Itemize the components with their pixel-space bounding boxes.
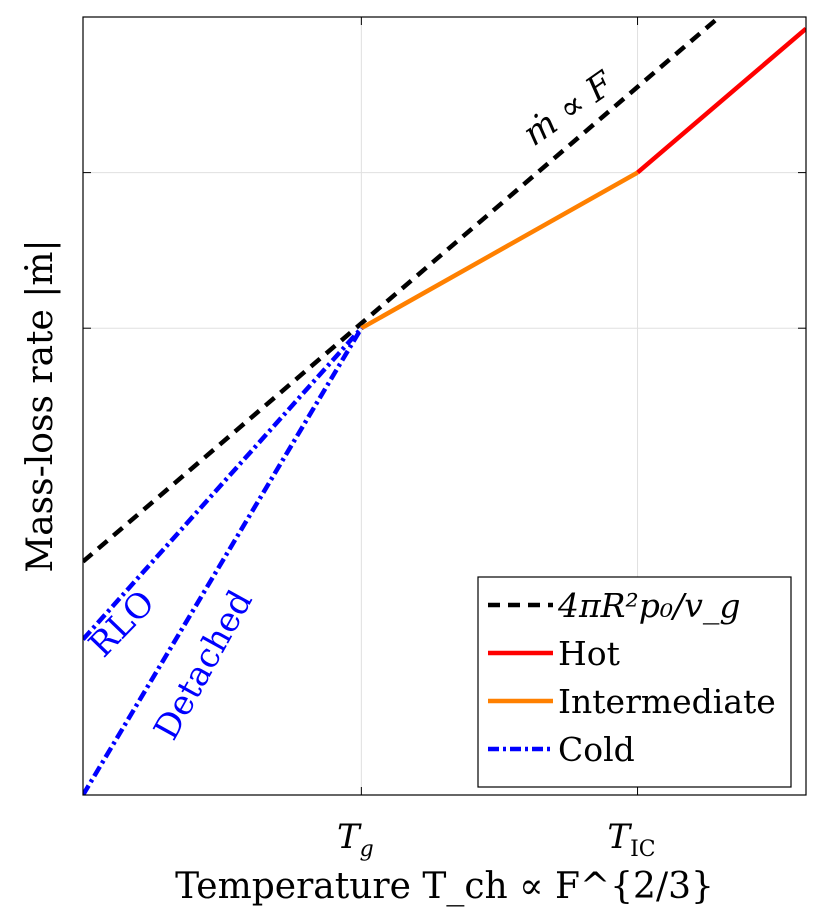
legend-label-3: Cold (558, 730, 635, 769)
x-axis-label: Temperature T_ch ∝ F^{2/3} (175, 866, 714, 907)
legend-label-1: Hot (558, 634, 620, 673)
annotation-0: ṁ ∝ F (516, 63, 622, 154)
axes-box (82, 16, 807, 796)
legend-box (477, 576, 792, 788)
series-line-hot (636, 26, 806, 175)
series-line-dashed (83, 17, 721, 564)
series-line-cold-detached (83, 327, 364, 795)
axis-labels: Temperature T_ch ∝ F^{2/3} Mass-loss rate… (20, 239, 714, 907)
ticks: Tg TIC (83, 17, 806, 862)
annotation-1: RLO (81, 583, 163, 666)
x-tick-label-0: Tg (337, 817, 374, 862)
legend-label-0: 4πR²p₀/v_g (557, 586, 741, 626)
series-line-cold-rlo (83, 326, 364, 641)
legend-label-2: Intermediate (558, 682, 776, 721)
series-layer (83, 17, 806, 795)
x-tick-label-1: TIC (607, 817, 655, 862)
annotation-2: Detached (146, 584, 261, 747)
legend: 4πR²p₀/v_g Hot Intermediate Cold (477, 576, 792, 788)
y-axis-label: Mass-loss rate |ṁ| (20, 239, 61, 572)
series-line-intermediate (360, 170, 639, 331)
